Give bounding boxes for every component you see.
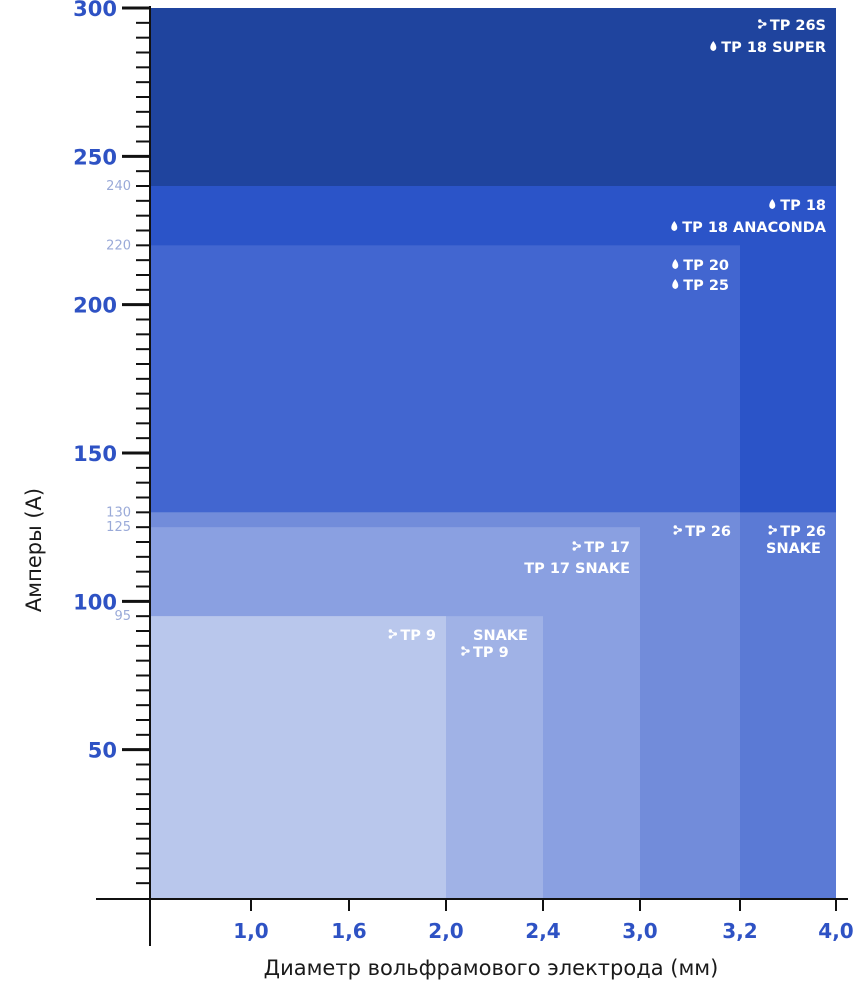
series-label: TP 25 [683, 278, 729, 294]
y-tick-label: 150 [73, 442, 117, 466]
y-tick-label: 250 [73, 145, 117, 169]
x-tick-label: 4,0 [818, 919, 853, 943]
series-label: TP 26S [770, 18, 826, 34]
series-labels-group: TP 26S TP 18 SUPER TP 18 TP 18 ANACONDA TP 2… [388, 18, 827, 661]
y-minor-value-label: 130 [106, 505, 131, 520]
y-tick-label: 300 [73, 0, 117, 21]
air-cooled-icon [758, 19, 767, 29]
series-label: TP 26 [780, 524, 826, 540]
bar-series-7 [150, 616, 446, 898]
bars-group [150, 8, 836, 899]
x-axis-title: Диаметр вольфрамового электрода (мм) [264, 956, 719, 980]
series-label: SNAKE [473, 628, 528, 644]
x-tick-label: 2,0 [428, 919, 463, 943]
x-tick-label: 2,4 [525, 919, 560, 943]
y-minor-value-label: 240 [106, 179, 131, 194]
series-label: TP 26 [685, 524, 731, 540]
y-minor-value-label: 125 [106, 520, 131, 535]
y-axis-title: Амперы (А) [22, 488, 46, 612]
series-label: TP 17 [584, 540, 630, 556]
air-cooled-icon [572, 541, 581, 551]
x-tick-label: 1,0 [233, 919, 268, 943]
series-label: TP 17 SNAKE [524, 561, 630, 577]
water-cooled-icon [671, 221, 678, 231]
series-label: TP 9 [473, 645, 509, 661]
y-tick-label: 50 [88, 739, 117, 763]
x-tick-label: 3,0 [622, 919, 657, 943]
x-tick-label: 3,2 [722, 919, 757, 943]
y-minor-value-label: 95 [114, 609, 131, 624]
air-cooled-icon [768, 525, 777, 535]
series-label: TP 18 SUPER [721, 40, 826, 56]
axes-group [96, 6, 848, 946]
air-cooled-icon [673, 525, 682, 535]
water-cooled-icon [769, 199, 776, 209]
x-tick-label: 1,6 [331, 919, 366, 943]
series-label: SNAKE [766, 541, 821, 557]
air-cooled-icon [388, 629, 398, 639]
series-label: TP 18 [780, 198, 826, 214]
series-label: TP 9 [400, 628, 436, 644]
water-cooled-icon [710, 41, 717, 51]
series-label: TP 18 ANACONDA [682, 220, 827, 236]
air-cooled-icon [461, 646, 470, 656]
y-minor-value-label: 220 [106, 238, 131, 253]
series-label: TP 20 [683, 258, 729, 274]
water-cooled-icon [672, 279, 679, 289]
y-tick-label: 200 [73, 294, 117, 318]
y-tick-label: 100 [73, 590, 117, 614]
water-cooled-icon [672, 259, 679, 269]
